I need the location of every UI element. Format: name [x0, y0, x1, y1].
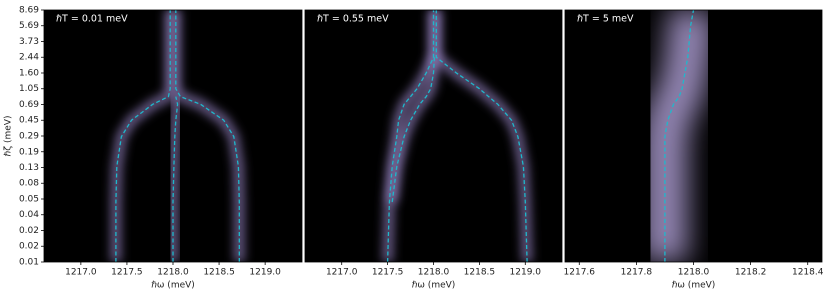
dashed-line [172, 96, 179, 262]
annotation: ℏT = 0.01 meV [56, 14, 128, 25]
heat-layer [382, 10, 533, 262]
y-axis-label: ℏζ (meV) [4, 116, 14, 157]
x-axis-label: ℏω (meV) [412, 281, 456, 291]
y-tick-label: 0.29 [19, 131, 39, 141]
x-axis-label: ℏω (meV) [151, 281, 195, 291]
x-tick-label: 1217.5 [111, 268, 143, 278]
x-tick-label: 1217.8 [621, 268, 653, 278]
dashed-line [664, 10, 695, 262]
heat-glow [110, 10, 176, 262]
heat-layer [641, 10, 717, 262]
x-tick-label: 1217.0 [326, 268, 358, 278]
y-tick-label: 8.69 [19, 6, 39, 16]
annotation: ℏT = 0.55 meV [317, 14, 389, 25]
annotation: ℏT = 5 meV [577, 14, 634, 25]
x-tick-label: 1218.4 [792, 268, 824, 278]
y-tick-label: 1.05 [19, 84, 39, 94]
x-tick-label: 1217.6 [564, 268, 596, 278]
x-tick-label: 1217.0 [65, 268, 97, 278]
x-axis-label: ℏω (meV) [672, 281, 716, 291]
y-tick-label: 1.60 [19, 68, 39, 78]
x-tick-label: 1218.5 [203, 268, 235, 278]
dashed-line [175, 10, 240, 262]
dashed-line [435, 10, 528, 262]
dashed-line [391, 57, 436, 203]
heat-layer [110, 10, 245, 262]
y-tick-label: 0.04 [19, 210, 39, 220]
y-tick-label: 0.08 [19, 179, 39, 189]
y-tick-label: 0.05 [19, 194, 39, 204]
dashed-line [386, 10, 435, 262]
x-tick-label: 1218.5 [464, 268, 496, 278]
x-tick-label: 1219.0 [510, 268, 542, 278]
y-tick-label: 0.13 [19, 163, 39, 173]
y-tick-label: 3.73 [19, 37, 39, 47]
x-tick-label: 1219.0 [249, 268, 281, 278]
x-tick-label: 1218.2 [735, 268, 767, 278]
y-tick-label: 0.01 [19, 258, 39, 268]
x-tick-label: 1217.5 [372, 268, 404, 278]
x-tick-label: 1218.0 [678, 268, 710, 278]
x-tick-label: 1218.0 [157, 268, 189, 278]
y-tick-label: 0.45 [19, 116, 39, 126]
y-tick-label: 2.44 [19, 53, 39, 63]
y-tick-label: 0.69 [19, 100, 39, 110]
y-tick-label: 0.19 [19, 147, 39, 157]
y-tick-label: 0.02 [19, 242, 39, 252]
y-tick-label: 5.69 [19, 21, 39, 31]
y-tick-label: 0.02 [19, 226, 39, 236]
heat-glow [168, 95, 183, 262]
x-tick-label: 1218.0 [418, 268, 450, 278]
